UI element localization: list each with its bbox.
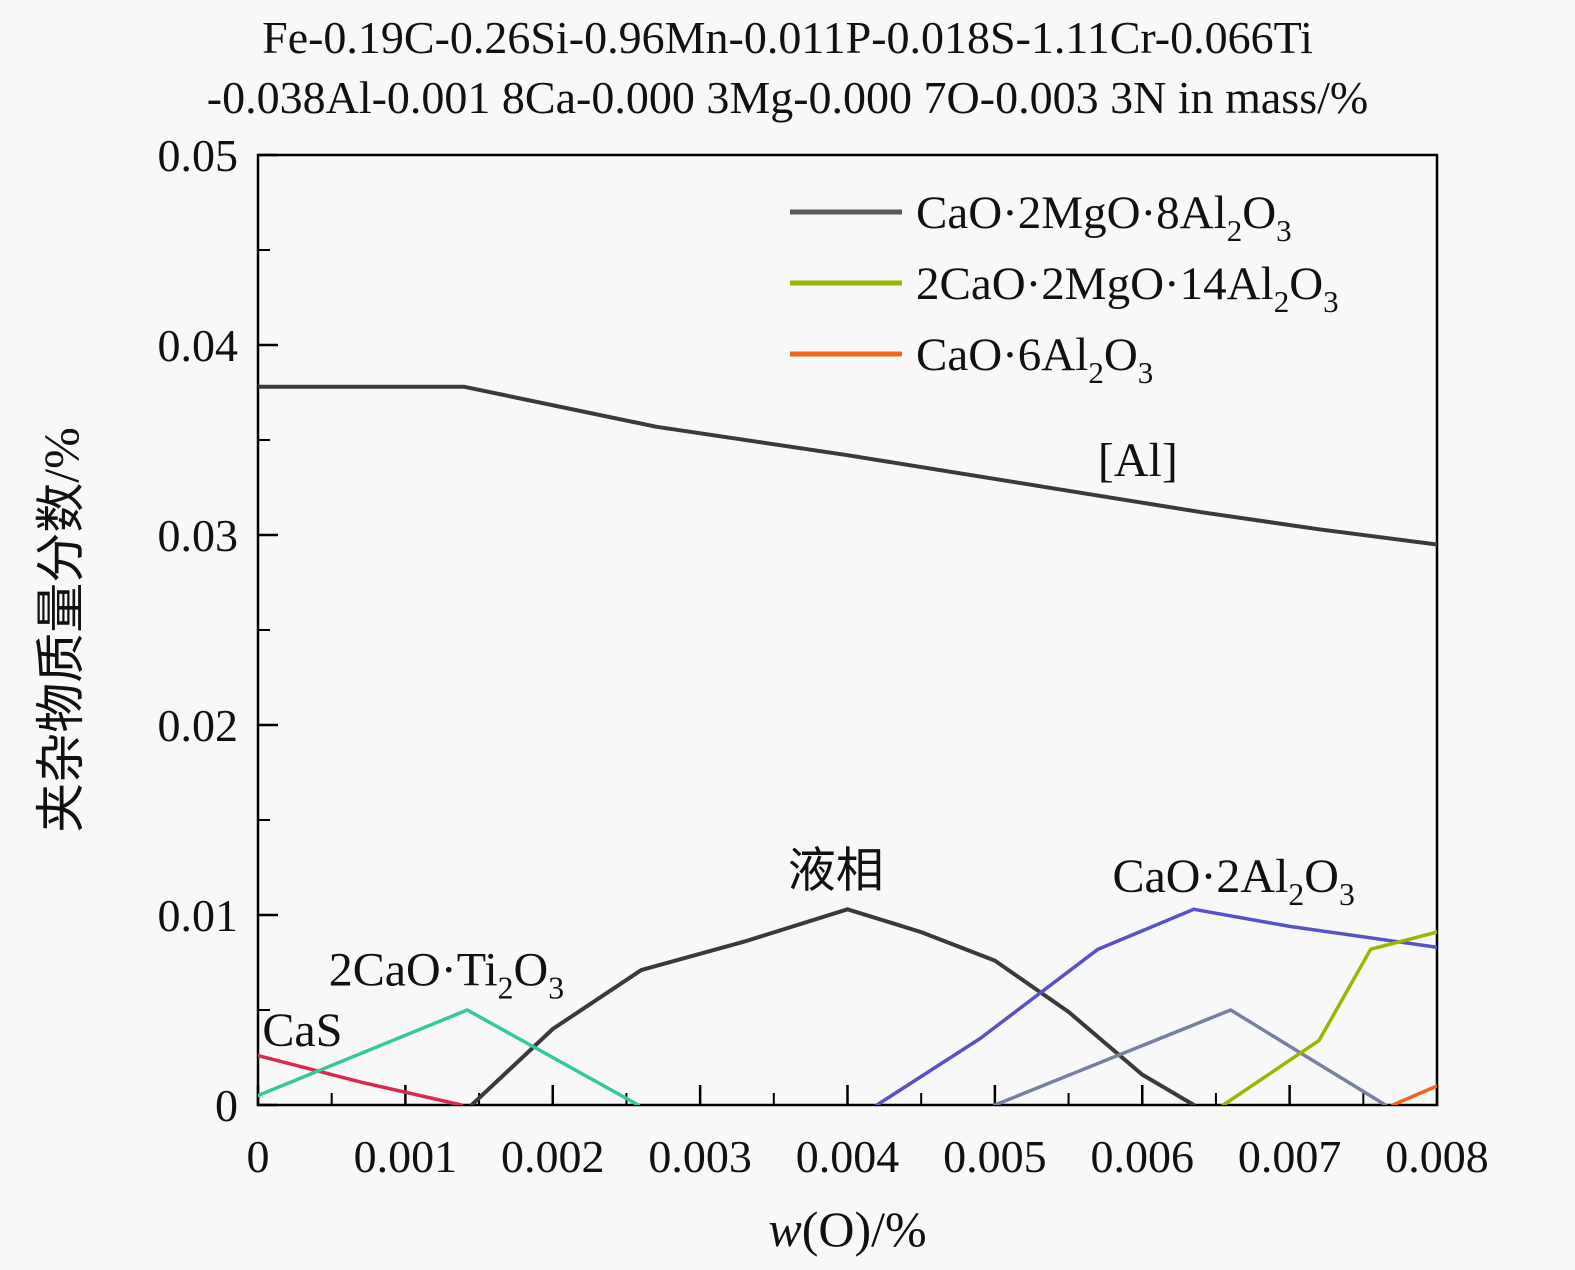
x-tick-label: 0.007 [1238, 1131, 1342, 1182]
series-liquid-phase [469, 907, 1196, 1105]
annotation-al-label: [Al] [1098, 434, 1178, 487]
x-tick-label: 0 [247, 1131, 270, 1182]
y-tick-label: 0.04 [158, 320, 239, 371]
y-tick-label: 0.01 [158, 890, 239, 941]
x-axis-label: w(O)/% [768, 1201, 926, 1257]
series-al-dissolved [258, 384, 1437, 547]
y-tick-label: 0.03 [158, 510, 239, 561]
series-cao-2mgo-8al2o3 [993, 1008, 1388, 1105]
series-cao-6al2o3 [1391, 1084, 1437, 1105]
x-tick-label: 0.006 [1091, 1131, 1195, 1182]
x-tick-label: 0.004 [796, 1131, 900, 1182]
series-group [258, 384, 1437, 1105]
x-tick-label: 0.001 [354, 1131, 458, 1182]
title-line-2: -0.038Al-0.001 8Ca-0.000 3Mg-0.000 7O-0.… [206, 71, 1369, 123]
annotation-2cao-ti2o3-label: 2CaO·Ti2O3 [329, 943, 564, 1005]
series-cao-2al2o3 [875, 907, 1437, 1105]
title-line-1: Fe-0.19C-0.26Si-0.96Mn-0.011P-0.018S-1.1… [262, 12, 1313, 63]
x-tick-label: 0.003 [648, 1131, 752, 1182]
annotation-cas-label: CaS [262, 1004, 342, 1057]
x-tick-label: 0.002 [501, 1131, 605, 1182]
x-tick-label: 0.005 [943, 1131, 1047, 1182]
annotation-liquid-phase-label: 液相 [788, 845, 884, 898]
x-tick-label: 0.008 [1385, 1131, 1489, 1182]
legend-label-2: CaO·6Al2O3 [916, 329, 1153, 390]
legend-label-1: 2CaO·2MgO·14Al2O3 [916, 258, 1339, 319]
figure-title: Fe-0.19C-0.26Si-0.96Mn-0.011P-0.018S-1.1… [0, 8, 1575, 128]
series-2cao-ti2o3 [258, 1008, 640, 1105]
y-tick-label: 0 [215, 1080, 238, 1131]
series-cas [258, 1053, 464, 1105]
legend-label-0: CaO·2MgO·8Al2O3 [916, 187, 1292, 248]
y-axis-label: 夹杂物质量分数/% [33, 427, 89, 833]
annotation-cao-2al2o3-label: CaO·2Al2O3 [1112, 850, 1354, 912]
y-tick-label: 0.05 [158, 130, 239, 181]
y-tick-label: 0.02 [158, 700, 239, 751]
series-2cao-2mgo-14al2o3 [1221, 930, 1437, 1105]
